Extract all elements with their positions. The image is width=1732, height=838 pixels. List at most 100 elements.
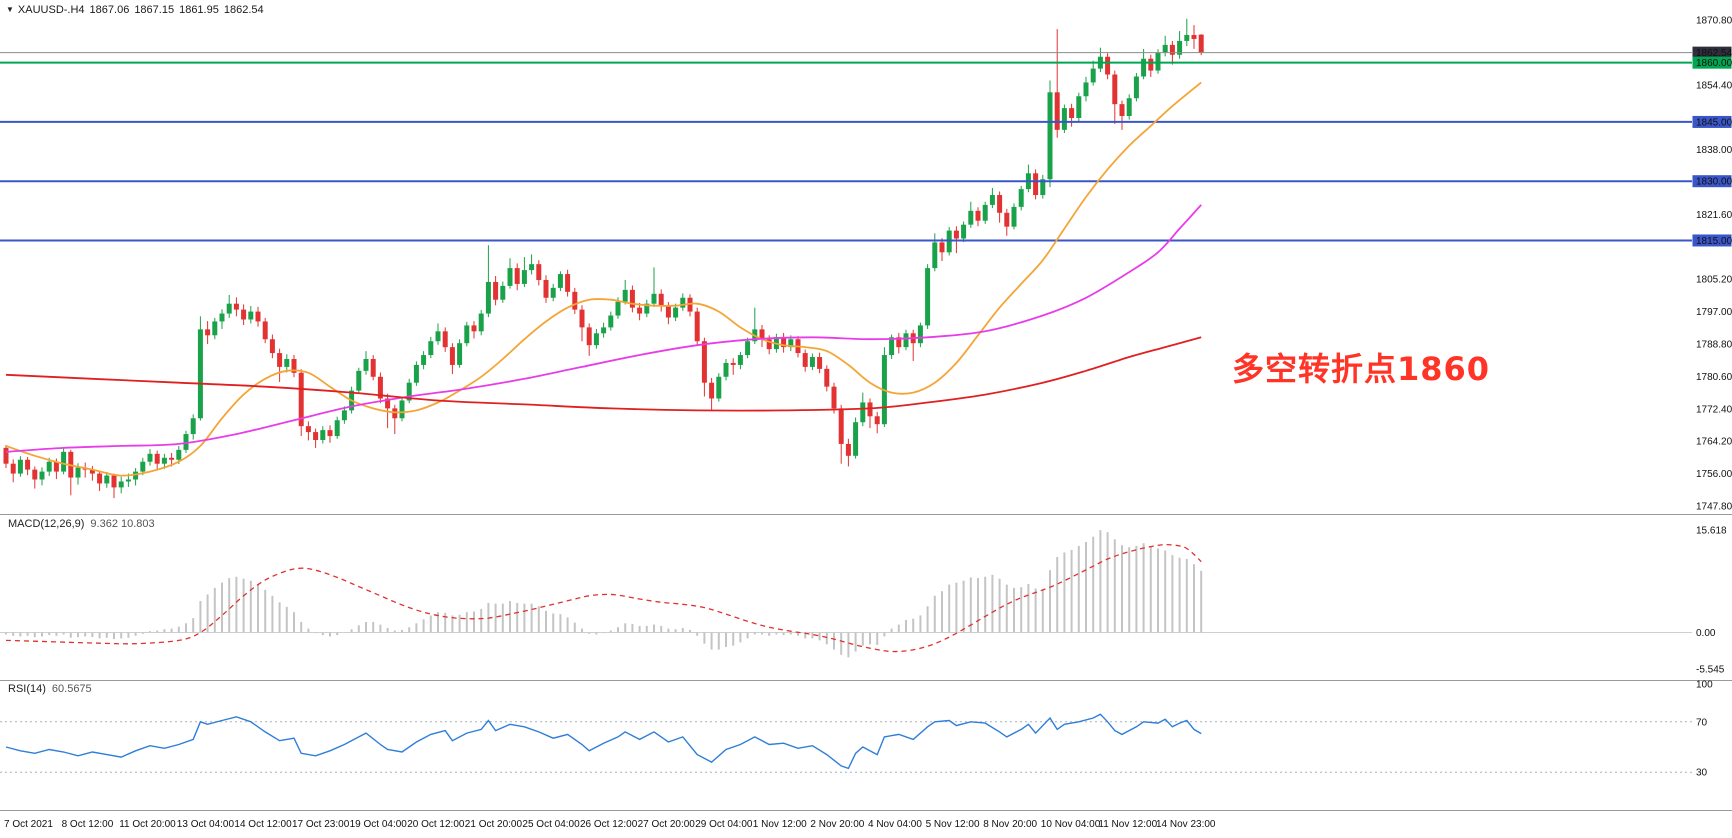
candle (579, 309, 585, 328)
candle (241, 309, 247, 320)
candle (622, 289, 628, 302)
candle (212, 321, 218, 336)
candle (435, 331, 441, 342)
candle (406, 382, 412, 401)
time-axis-label[interactable]: 17 Oct 23:00 (292, 819, 350, 830)
time-axis-label[interactable]: 13 Oct 04:00 (177, 819, 235, 830)
candle (824, 368, 830, 387)
candle (860, 402, 866, 423)
candle (968, 210, 974, 225)
rsi-scale-label: 30 (1696, 768, 1708, 779)
candle (39, 471, 45, 480)
candle (637, 307, 643, 314)
candle (521, 270, 527, 284)
candle (1018, 189, 1024, 207)
candle (284, 358, 290, 367)
candle (687, 297, 693, 312)
macd-scale-label: 0.00 (1696, 628, 1716, 639)
candle (788, 339, 794, 348)
chart-annotation-text[interactable]: 多空转折点1860 (1232, 350, 1491, 388)
time-axis-label[interactable]: 8 Nov 20:00 (983, 819, 1037, 830)
time-axis-label[interactable]: 4 Nov 04:00 (868, 819, 922, 830)
time-axis-label[interactable]: 20 Oct 12:00 (407, 819, 465, 830)
candle (1133, 76, 1139, 99)
candle (10, 463, 16, 474)
candle (1047, 92, 1053, 180)
time-axis-label[interactable]: 10 Nov 04:00 (1041, 819, 1101, 830)
price-tick-label: 1772.40 (1696, 404, 1732, 415)
candle (1198, 34, 1204, 53)
price-badge-text: 1815.00 (1696, 236, 1732, 247)
time-axis-label[interactable]: 27 Oct 20:00 (638, 819, 696, 830)
time-axis-label[interactable]: 11 Nov 12:00 (1098, 819, 1157, 830)
candle (154, 453, 160, 464)
price-badge-text: 1860.00 (1696, 58, 1732, 69)
candle (716, 376, 722, 399)
candle (917, 325, 923, 344)
candle (1090, 68, 1096, 83)
time-axis-label[interactable]: 25 Oct 04:00 (522, 819, 580, 830)
price-level-badge (1692, 115, 1732, 128)
candle (593, 333, 599, 346)
candle (809, 357, 815, 367)
candle (536, 264, 542, 280)
candle (140, 461, 146, 472)
candle (1083, 82, 1089, 97)
candle (392, 408, 398, 419)
candle (629, 289, 635, 308)
candle (766, 339, 772, 350)
time-axis-label[interactable]: 14 Oct 12:00 (234, 819, 292, 830)
time-axis-label[interactable]: 8 Oct 12:00 (62, 819, 114, 830)
time-axis-label[interactable]: 21 Oct 20:00 (465, 819, 523, 830)
candle (608, 315, 614, 328)
candle (781, 337, 787, 348)
candle (665, 305, 671, 318)
candle (1184, 35, 1190, 41)
candle (1076, 96, 1082, 118)
candle (730, 362, 736, 365)
rsi-scale-label: 70 (1696, 717, 1708, 728)
time-axis-label[interactable]: 26 Oct 12:00 (580, 819, 638, 830)
candle (399, 400, 405, 419)
candle (46, 461, 52, 472)
candle (1112, 74, 1118, 105)
price-tick-label: 1838.00 (1696, 145, 1732, 156)
candle (176, 449, 182, 460)
candle (853, 422, 859, 456)
time-axis-label[interactable]: 1 Nov 12:00 (753, 819, 807, 830)
candle (961, 224, 967, 239)
candle (341, 410, 347, 421)
candle (1011, 206, 1017, 227)
candle (658, 293, 664, 306)
ohlc-open: 1867.06 (89, 4, 130, 16)
candle (644, 303, 650, 314)
candle (133, 471, 139, 480)
time-axis-label[interactable]: 29 Oct 04:00 (695, 819, 753, 830)
candle (982, 204, 988, 221)
time-axis-label[interactable]: 19 Oct 04:00 (350, 819, 408, 830)
macd-indicator-label: MACD(12,26,9) 9.362 10.803 (8, 518, 155, 530)
candle (485, 281, 491, 314)
candle (169, 457, 175, 460)
price-tick-label: 1797.00 (1696, 307, 1732, 318)
time-axis-label[interactable]: 2 Nov 20:00 (810, 819, 864, 830)
candle (939, 242, 945, 253)
candle (932, 242, 938, 269)
candle (464, 325, 470, 344)
time-axis-label[interactable]: 11 Oct 20:00 (119, 819, 176, 830)
time-axis-label[interactable]: 14 Nov 23:00 (1156, 819, 1216, 830)
candle (845, 443, 851, 456)
time-axis-label[interactable]: 7 Oct 2021 (4, 819, 53, 830)
candle (802, 353, 808, 367)
time-axis-label[interactable]: 5 Nov 12:00 (926, 819, 980, 830)
price-tick-label: 1756.00 (1696, 469, 1732, 480)
candle (147, 453, 153, 462)
candle (1126, 98, 1132, 117)
candle (89, 469, 95, 474)
price-tick-label: 1788.80 (1696, 339, 1732, 350)
candle (615, 301, 621, 316)
candle (543, 279, 549, 298)
candle (320, 430, 326, 440)
